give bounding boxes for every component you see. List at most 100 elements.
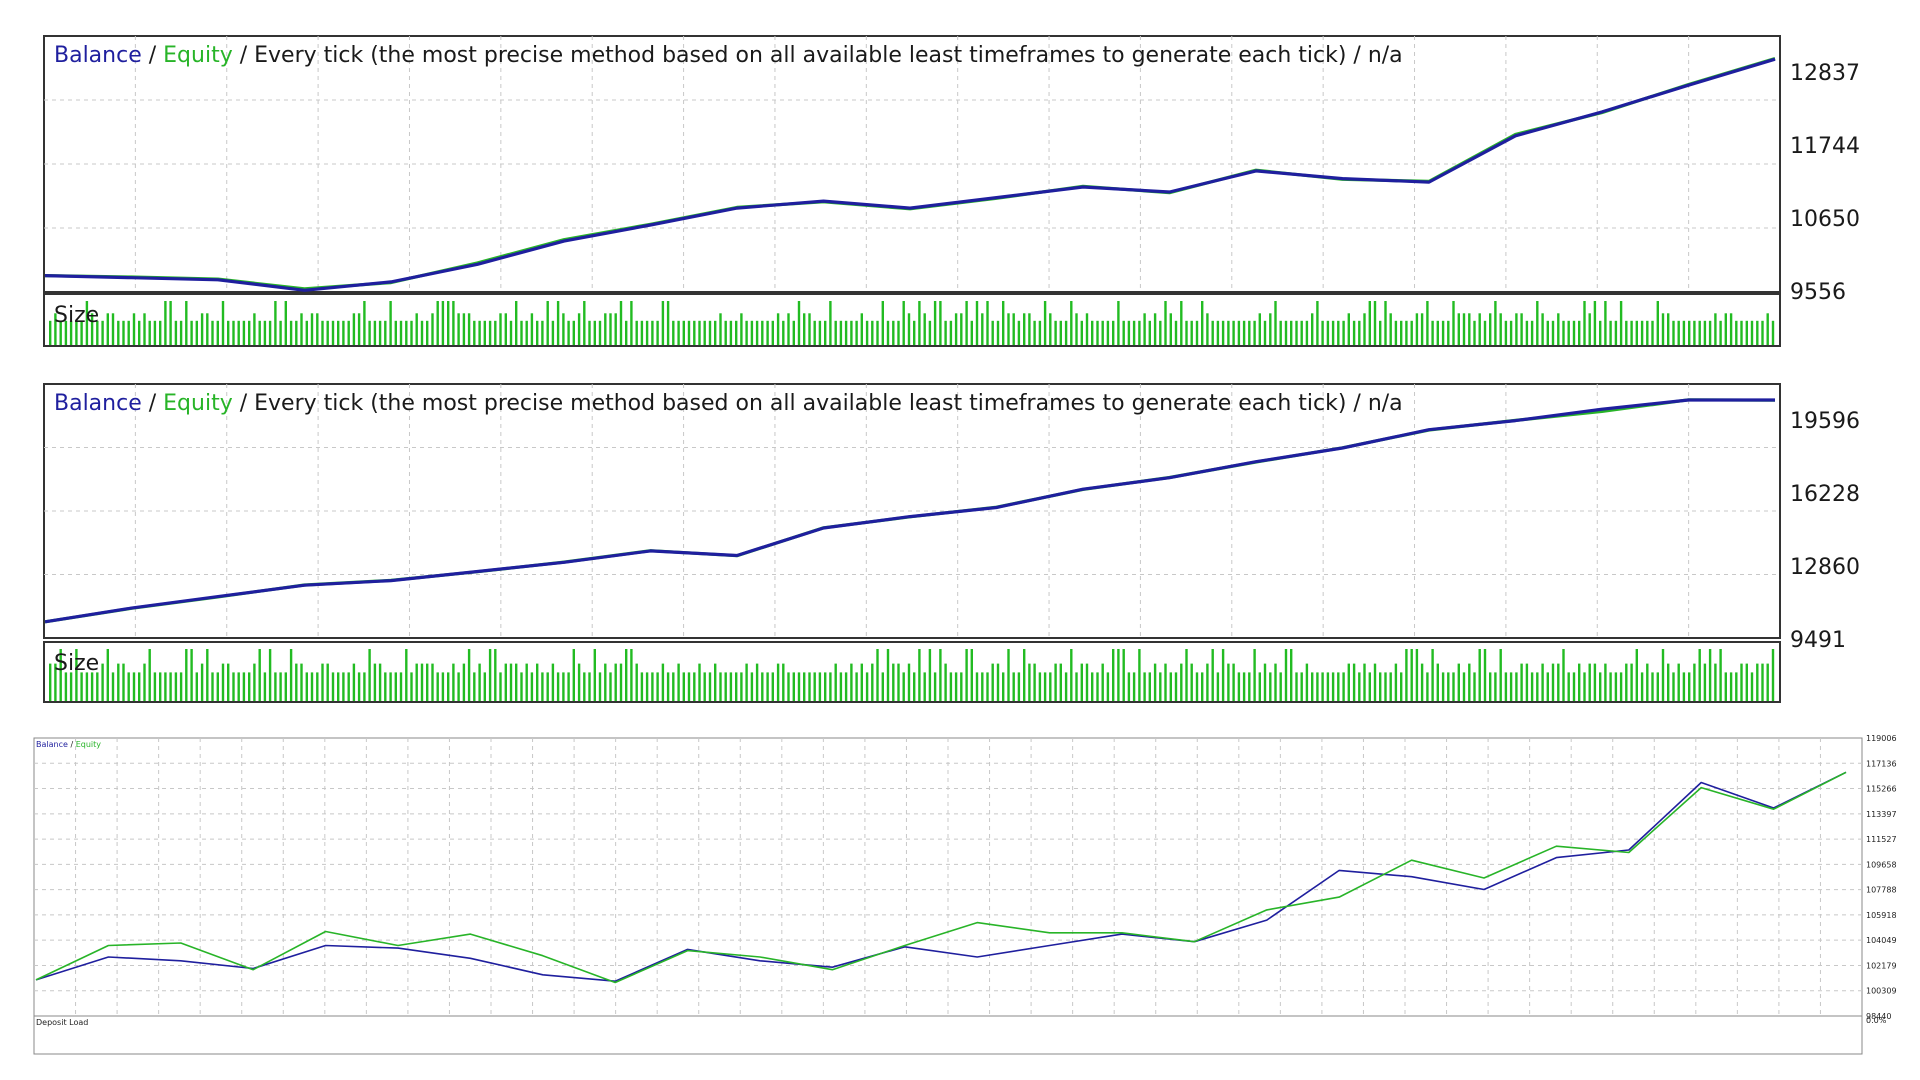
size-bar bbox=[1426, 672, 1429, 701]
panel-3-grid bbox=[34, 738, 1862, 1016]
size-bar bbox=[729, 320, 733, 345]
size-bar bbox=[1023, 649, 1026, 701]
size-bar bbox=[1420, 313, 1424, 345]
size-bar bbox=[1724, 672, 1727, 701]
size-bar bbox=[1033, 320, 1036, 345]
size-bar bbox=[918, 301, 921, 345]
size-bar bbox=[1227, 663, 1230, 701]
size-bar bbox=[1614, 320, 1618, 345]
size-bar bbox=[682, 320, 685, 345]
y-tick-label: 111527 bbox=[1866, 835, 1897, 844]
size-bar bbox=[232, 672, 235, 701]
size-bar bbox=[693, 320, 696, 345]
panel-2-size-bars bbox=[49, 649, 1775, 701]
size-bar bbox=[1242, 320, 1246, 345]
size-bar bbox=[1169, 672, 1172, 701]
size-bar bbox=[1635, 320, 1638, 345]
size-bar bbox=[1248, 320, 1251, 345]
legend-balance-label: Balance bbox=[54, 391, 142, 416]
panel-1-legend: Balance / Equity / Every tick (the most … bbox=[54, 43, 1403, 68]
panel-2-grid bbox=[44, 384, 1780, 638]
size-bar bbox=[1190, 320, 1193, 345]
size-bar bbox=[1515, 313, 1518, 345]
panel-1-size-label: Size bbox=[54, 303, 99, 328]
size-bar bbox=[583, 672, 586, 701]
balance-line bbox=[44, 398, 1775, 624]
size-bar bbox=[933, 301, 937, 345]
size-bar bbox=[939, 301, 942, 345]
size-bar bbox=[813, 320, 816, 345]
size-bar bbox=[735, 672, 738, 701]
size-bar bbox=[907, 663, 911, 701]
size-bar bbox=[1363, 313, 1366, 345]
size-bar bbox=[169, 672, 172, 701]
size-bar bbox=[1646, 320, 1649, 345]
size-bar bbox=[1478, 649, 1481, 701]
size-bar bbox=[242, 672, 246, 701]
size-bar bbox=[902, 672, 905, 701]
size-bar bbox=[1677, 663, 1680, 701]
size-bar bbox=[630, 301, 633, 345]
size-bar bbox=[572, 320, 575, 345]
size-bar bbox=[148, 320, 151, 345]
size-bar bbox=[1091, 320, 1094, 345]
size-bar bbox=[782, 320, 785, 345]
size-bar bbox=[211, 320, 214, 345]
size-bar bbox=[295, 320, 298, 345]
size-bar bbox=[227, 663, 230, 701]
size-bar bbox=[1331, 320, 1335, 345]
size-bar bbox=[1572, 320, 1576, 345]
size-bar bbox=[1159, 320, 1162, 345]
size-bar bbox=[169, 301, 172, 345]
size-bar bbox=[153, 672, 157, 701]
size-bar bbox=[625, 320, 628, 345]
size-bar bbox=[1494, 672, 1497, 701]
size-bar bbox=[436, 301, 439, 345]
size-bar bbox=[321, 320, 324, 345]
size-bar bbox=[1473, 320, 1476, 345]
size-bar bbox=[1468, 663, 1471, 701]
size-bar bbox=[447, 672, 450, 701]
size-bar bbox=[253, 663, 256, 701]
size-bar bbox=[1352, 320, 1356, 345]
panel-3-deposit-value: 0.0% bbox=[1866, 1016, 1887, 1025]
size-bar bbox=[1122, 320, 1125, 345]
size-bar bbox=[818, 672, 822, 701]
size-bar bbox=[1672, 320, 1675, 345]
size-bar bbox=[1221, 649, 1225, 701]
size-bar bbox=[975, 672, 979, 701]
size-bar bbox=[844, 320, 848, 345]
size-bar bbox=[928, 649, 932, 701]
size-bar bbox=[310, 313, 314, 345]
size-bar bbox=[509, 320, 513, 345]
size-bar bbox=[316, 672, 319, 701]
size-bar bbox=[1483, 320, 1487, 345]
size-bar bbox=[693, 672, 696, 701]
size-bar bbox=[1148, 672, 1151, 701]
size-bar bbox=[708, 672, 712, 701]
size-bar bbox=[1646, 663, 1649, 701]
size-bar bbox=[164, 301, 167, 345]
size-bar bbox=[567, 672, 570, 701]
y-tick-label: 113397 bbox=[1866, 810, 1897, 819]
legend-equity-label: Equity bbox=[163, 391, 233, 416]
size-bar bbox=[640, 672, 644, 701]
size-bar bbox=[75, 649, 78, 701]
size-bar bbox=[232, 320, 235, 345]
y-tick-label: 98440 bbox=[1866, 1012, 1891, 1021]
size-bar bbox=[357, 313, 361, 345]
size-bar bbox=[855, 320, 858, 345]
size-bar bbox=[625, 649, 628, 701]
size-bar bbox=[195, 672, 198, 701]
y-tick-label: 109658 bbox=[1866, 860, 1897, 869]
size-bar bbox=[1337, 672, 1340, 701]
size-bar bbox=[1756, 320, 1759, 345]
size-bar bbox=[598, 672, 602, 701]
size-bar bbox=[1012, 672, 1015, 701]
size-bar bbox=[923, 672, 926, 701]
size-bar bbox=[1054, 663, 1057, 701]
size-bar bbox=[1195, 672, 1199, 701]
size-bar bbox=[216, 672, 219, 701]
size-bar bbox=[138, 320, 141, 345]
size-bar bbox=[745, 663, 748, 701]
